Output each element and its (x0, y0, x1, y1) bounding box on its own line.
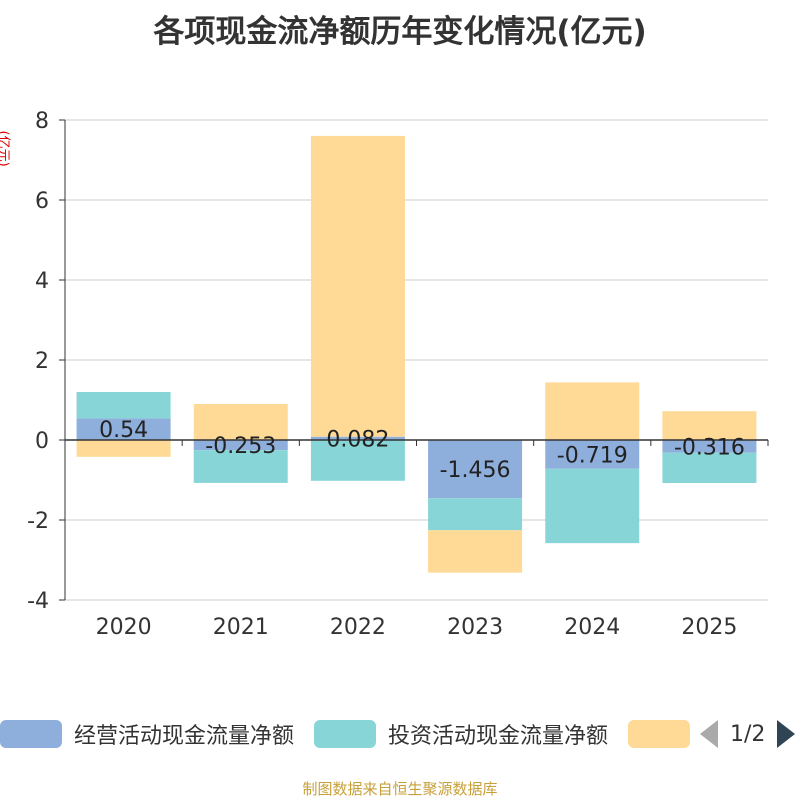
x-tick-label: 2020 (96, 615, 152, 640)
x-tick-label: 2023 (447, 615, 503, 640)
data-label-2021: -0.253 (205, 434, 276, 459)
y-tick-label: -4 (27, 589, 49, 614)
data-label-2024: -0.719 (557, 443, 628, 468)
legend-item-operating[interactable]: 经营活动现金流量净额 (0, 718, 294, 750)
legend-label-investing: 投资活动现金流量净额 (388, 724, 609, 749)
legend-swatch-financing (628, 720, 691, 748)
bar-2020-series-1[interactable] (76, 392, 171, 419)
legend-label-operating: 经营活动现金流量净额 (74, 724, 295, 749)
data-label-2022: 0.082 (326, 427, 389, 452)
bar-2021-series-1[interactable] (193, 450, 288, 483)
bar-2021-series-0[interactable] (193, 440, 288, 451)
bar-2023-series-1[interactable] (428, 498, 523, 531)
x-tick-label: 2021 (213, 615, 269, 640)
bar-2025-series-2[interactable] (662, 411, 757, 440)
legend-page-indicator: 1/2 (730, 721, 766, 747)
legend-prev-page-icon[interactable] (700, 720, 718, 748)
bar-2025-series-1[interactable] (662, 452, 757, 484)
bar-2022-series-1[interactable] (310, 440, 405, 481)
chart-title: 各项现金流净额历年变化情况(亿元) (153, 14, 647, 50)
bar-2020-series-0[interactable] (76, 418, 171, 440)
bar-2022-series-2[interactable] (310, 135, 405, 437)
y-tick-label: 4 (35, 269, 49, 294)
bar-2021-series-2[interactable] (193, 404, 288, 440)
legend-pager: 1/2 (700, 716, 796, 752)
legend: 经营活动现金流量净额 投资活动现金流量净额 1/2 (0, 716, 800, 752)
bar-2023-series-0[interactable] (428, 440, 523, 499)
bar-2024-series-2[interactable] (545, 382, 640, 440)
x-tick-label: 2024 (564, 615, 620, 640)
legend-item-investing[interactable]: 投资活动现金流量净额 (314, 718, 608, 750)
y-tick-label: 6 (35, 189, 49, 214)
x-tick-label: 2022 (330, 615, 386, 640)
legend-swatch-investing (314, 720, 377, 748)
data-label-2020: 0.54 (99, 418, 148, 443)
bar-2022-series-0[interactable] (310, 436, 405, 440)
legend-next-page-icon[interactable] (777, 720, 796, 748)
y-tick-label: -2 (27, 509, 49, 534)
data-label-2023: -1.456 (440, 458, 511, 483)
source-note: 制图数据来自恒生聚源数据库 (302, 780, 498, 798)
chart-plot: 8 6 4 2 0 -2 -4 2020 2021 2022 2023 2024 2025 0.54 -0… (27, 109, 769, 640)
legend-swatch-operating (0, 720, 62, 748)
y-tick-label: 8 (35, 109, 49, 134)
bar-2020-series-2[interactable] (76, 440, 171, 457)
bar-2024-series-1[interactable] (545, 468, 640, 544)
x-tick-label: 2025 (681, 615, 737, 640)
y-tick-label: 2 (35, 349, 49, 374)
y-tick-label: 0 (35, 429, 49, 454)
bar-2024-series-0[interactable] (545, 440, 640, 469)
bar-2023-series-2[interactable] (428, 530, 523, 573)
legend-item-financing[interactable] (628, 720, 702, 748)
bar-2025-series-0[interactable] (662, 440, 757, 453)
data-label-2025: -0.316 (674, 435, 745, 460)
